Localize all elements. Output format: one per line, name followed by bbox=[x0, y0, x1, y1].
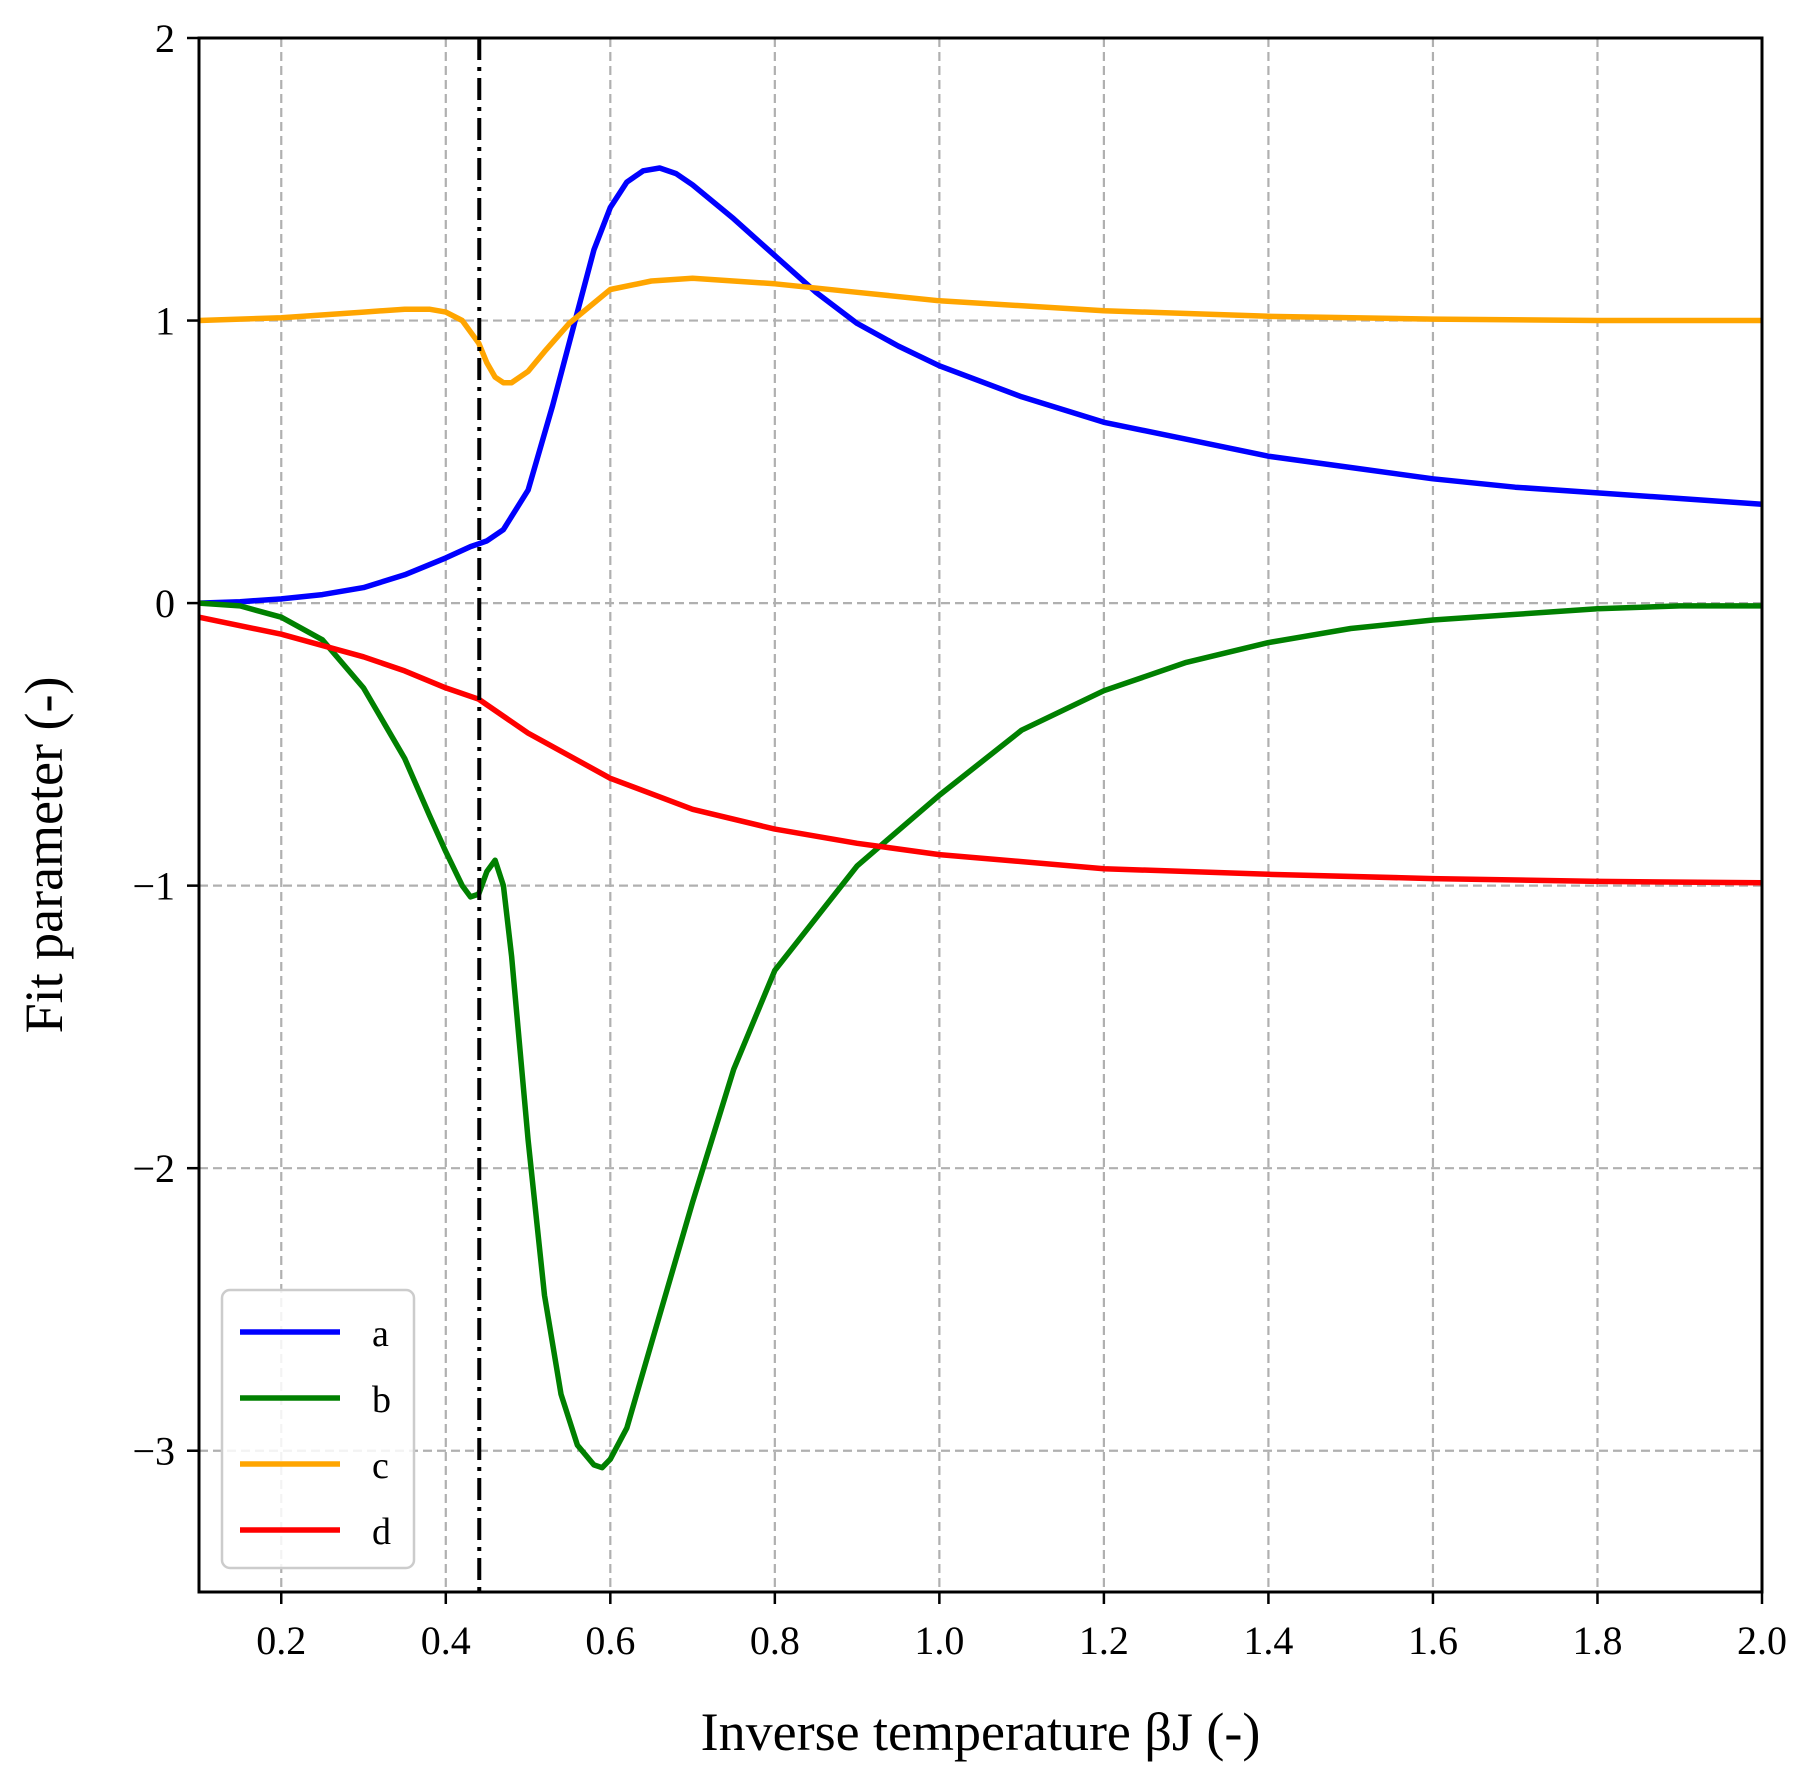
y-tick-label: −2 bbox=[132, 1146, 175, 1191]
x-tick-label: 0.8 bbox=[750, 1618, 800, 1663]
x-tick-label: 2.0 bbox=[1737, 1618, 1787, 1663]
x-tick-label: 1.2 bbox=[1079, 1618, 1129, 1663]
x-tick-label: 0.4 bbox=[421, 1618, 471, 1663]
grid-lines bbox=[199, 36, 1764, 1592]
axis-ticks: 0.2 0.4 0.6 0.8 1.0 1.2 1.4 1.6 1.8 2.0 −3 −2 −1 0 1 2 bbox=[132, 16, 1787, 1663]
legend-label-a: a bbox=[372, 1313, 389, 1355]
series-line-b bbox=[199, 600, 1762, 1471]
legend-label-d: d bbox=[372, 1511, 391, 1553]
x-tick-label: 1.8 bbox=[1572, 1618, 1622, 1663]
legend-box bbox=[220, 1288, 416, 1570]
x-tick-label: 1.4 bbox=[1243, 1618, 1293, 1663]
y-tick-label: −1 bbox=[132, 864, 175, 909]
series-line-c bbox=[199, 275, 1762, 386]
x-tick-label: 1.0 bbox=[914, 1618, 964, 1663]
x-tick-label: 1.6 bbox=[1408, 1618, 1458, 1663]
plot-frame bbox=[197, 36, 1764, 1594]
x-tick-label: 0.2 bbox=[256, 1618, 306, 1663]
y-tick-label: 1 bbox=[155, 299, 175, 344]
x-axis-label: Inverse temperature βJ (-) bbox=[701, 1702, 1261, 1762]
y-axis-label: Fit parameter (-) bbox=[14, 677, 74, 1034]
plot-series bbox=[199, 165, 1762, 1471]
y-tick-label: 2 bbox=[155, 16, 175, 61]
legend-label-b: b bbox=[372, 1379, 391, 1421]
series-line-d bbox=[199, 614, 1762, 886]
x-tick-label: 0.6 bbox=[585, 1618, 635, 1663]
legend-label-c: c bbox=[372, 1445, 389, 1487]
series-line-a bbox=[199, 165, 1762, 606]
y-tick-label: −3 bbox=[132, 1429, 175, 1474]
y-tick-label: 0 bbox=[155, 581, 175, 626]
